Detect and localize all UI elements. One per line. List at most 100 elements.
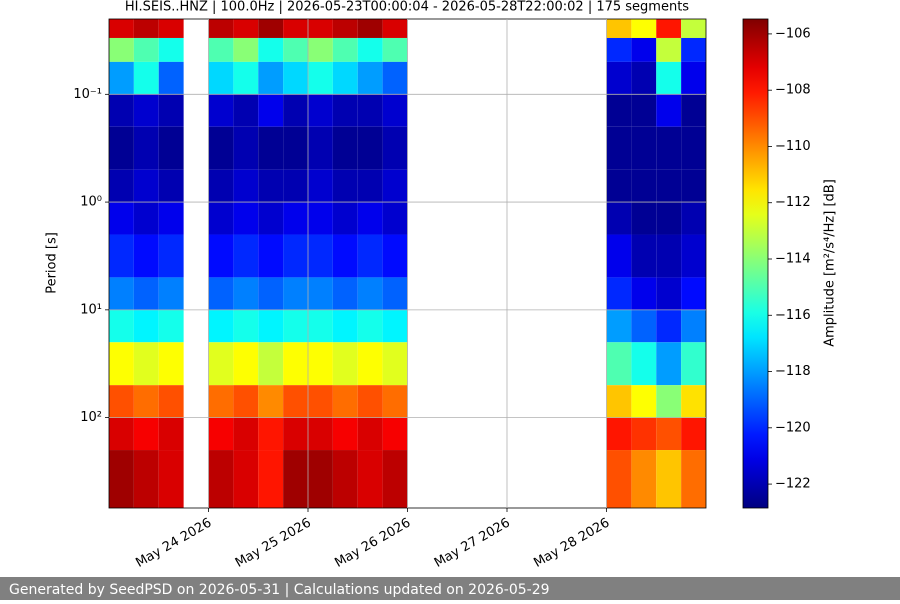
cell bbox=[283, 417, 308, 451]
cell bbox=[133, 37, 159, 62]
cell bbox=[158, 37, 184, 62]
cell bbox=[332, 169, 358, 203]
cell bbox=[382, 94, 408, 127]
cell bbox=[631, 385, 657, 418]
cell bbox=[631, 61, 657, 95]
cell bbox=[357, 19, 383, 38]
x-tick-label: May 26 2026 bbox=[332, 516, 413, 571]
cell bbox=[109, 385, 134, 418]
cell bbox=[233, 202, 259, 235]
cell bbox=[208, 94, 234, 127]
cell bbox=[258, 385, 284, 418]
cell bbox=[258, 61, 284, 95]
cell bbox=[681, 169, 706, 203]
cell bbox=[258, 202, 284, 235]
cell bbox=[631, 126, 657, 170]
cell bbox=[656, 450, 682, 508]
cell bbox=[133, 234, 159, 278]
cell bbox=[283, 277, 308, 310]
cell bbox=[258, 277, 284, 310]
cell bbox=[109, 37, 134, 62]
cell bbox=[656, 61, 682, 95]
cell bbox=[308, 61, 333, 95]
cell bbox=[357, 94, 383, 127]
cell bbox=[606, 126, 632, 170]
cell bbox=[283, 61, 308, 95]
cell bbox=[357, 385, 383, 418]
cell bbox=[656, 385, 682, 418]
cell bbox=[258, 37, 284, 62]
cell bbox=[382, 277, 408, 310]
cell bbox=[606, 342, 632, 386]
cell bbox=[283, 126, 308, 170]
cell bbox=[606, 309, 632, 343]
cell bbox=[208, 61, 234, 95]
cell bbox=[308, 94, 333, 127]
cell bbox=[308, 450, 333, 508]
cell bbox=[332, 342, 358, 386]
cell bbox=[283, 342, 308, 386]
cell bbox=[681, 61, 706, 95]
colorbar-tick-label: −120 bbox=[775, 420, 811, 435]
cell bbox=[631, 450, 657, 508]
cell bbox=[332, 61, 358, 95]
cell bbox=[283, 309, 308, 343]
cell bbox=[681, 126, 706, 170]
cell bbox=[631, 19, 657, 38]
cell bbox=[109, 94, 134, 127]
cell bbox=[283, 385, 308, 418]
cell bbox=[382, 61, 408, 95]
cell bbox=[233, 450, 259, 508]
cell bbox=[208, 277, 234, 310]
cell bbox=[606, 94, 632, 127]
cell bbox=[681, 277, 706, 310]
cell bbox=[606, 450, 632, 508]
cell bbox=[606, 277, 632, 310]
cell bbox=[158, 94, 184, 127]
colorbar-tick-label: −116 bbox=[775, 308, 811, 323]
cell bbox=[109, 309, 134, 343]
cell bbox=[382, 202, 408, 235]
cell bbox=[332, 234, 358, 278]
chart-title: HI.SEIS..HNZ | 100.0Hz | 2026-05-23T00:0… bbox=[125, 0, 689, 15]
cell bbox=[332, 202, 358, 235]
footer-bar bbox=[0, 577, 900, 600]
colorbar-label: Amplitude [m²/s⁴/Hz] [dB] bbox=[823, 179, 838, 347]
cell bbox=[681, 342, 706, 386]
cell bbox=[308, 126, 333, 170]
cell bbox=[133, 385, 159, 418]
cell bbox=[681, 234, 706, 278]
cell bbox=[158, 385, 184, 418]
cell bbox=[631, 342, 657, 386]
cell bbox=[308, 169, 333, 203]
cell bbox=[357, 234, 383, 278]
cell bbox=[283, 234, 308, 278]
cell bbox=[382, 126, 408, 170]
cell bbox=[208, 126, 234, 170]
cell bbox=[208, 202, 234, 235]
cell bbox=[656, 126, 682, 170]
colorbar bbox=[742, 18, 769, 509]
cell bbox=[656, 309, 682, 343]
cell bbox=[332, 37, 358, 62]
cell bbox=[258, 309, 284, 343]
y-tick-label: 10⁰ bbox=[80, 195, 102, 210]
cell bbox=[357, 417, 383, 451]
cell bbox=[109, 126, 134, 170]
cell bbox=[382, 385, 408, 418]
cell bbox=[631, 277, 657, 310]
cell bbox=[133, 277, 159, 310]
cell bbox=[332, 126, 358, 170]
cell bbox=[283, 37, 308, 62]
cell bbox=[681, 450, 706, 508]
cell bbox=[382, 169, 408, 203]
cell bbox=[631, 202, 657, 235]
cell bbox=[308, 234, 333, 278]
cell bbox=[656, 202, 682, 235]
cell bbox=[332, 19, 358, 38]
cell bbox=[258, 450, 284, 508]
y-axis-label: Period [s] bbox=[45, 232, 60, 294]
colorbar-tick-label: −108 bbox=[775, 83, 811, 98]
cell bbox=[332, 417, 358, 451]
cell bbox=[606, 202, 632, 235]
